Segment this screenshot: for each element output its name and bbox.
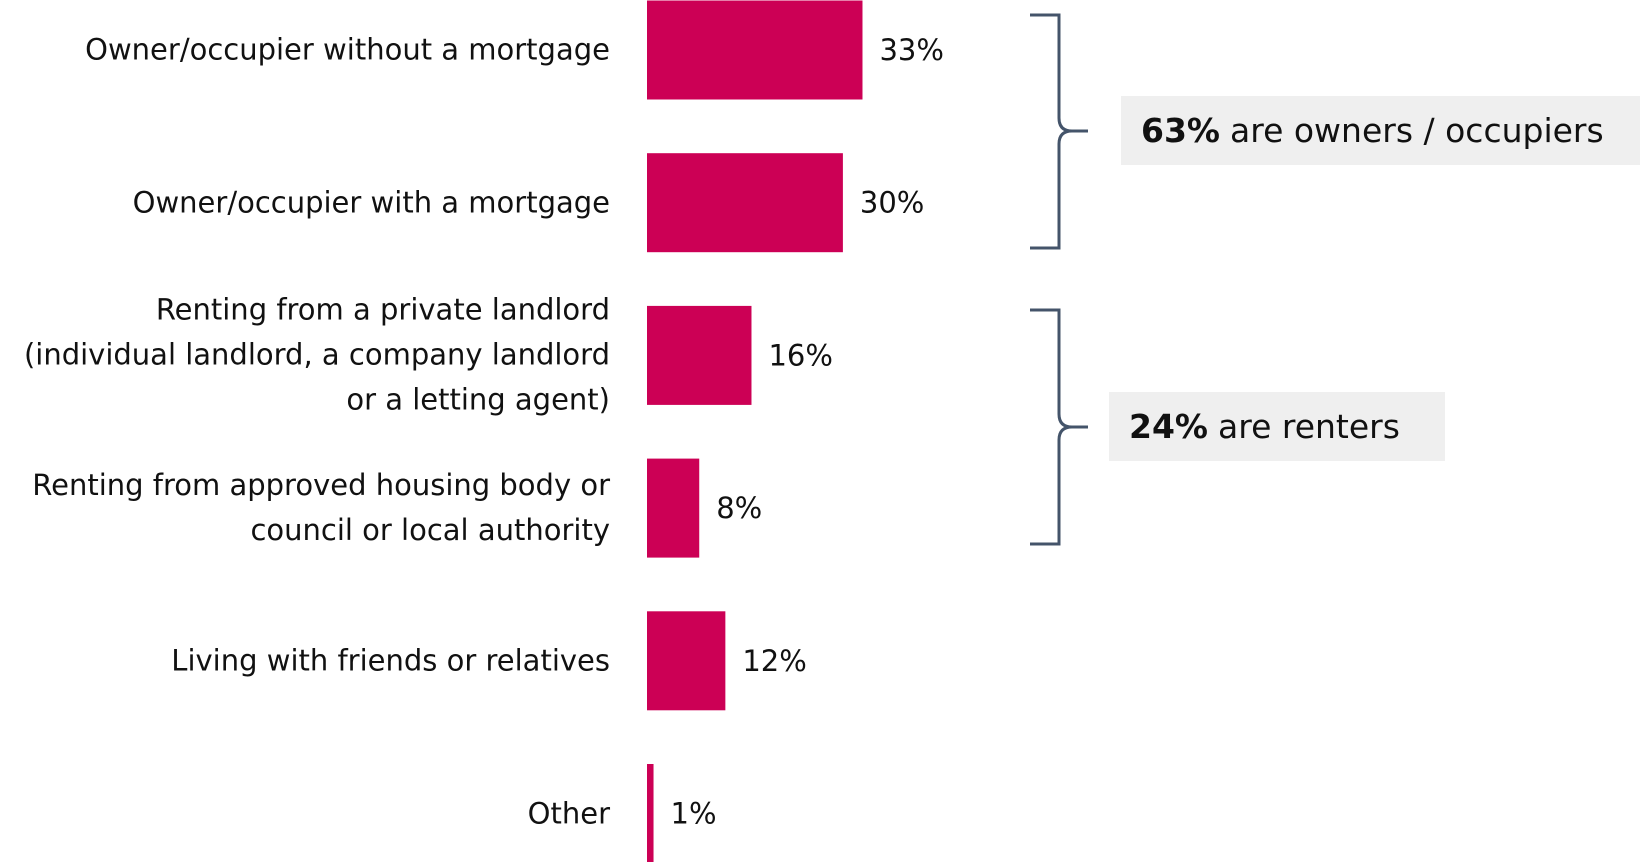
bracket xyxy=(1030,308,1088,546)
value-label: 16% xyxy=(768,338,832,372)
category-label: Renting from a private landlord (individ… xyxy=(23,292,610,417)
bar xyxy=(647,153,843,253)
category-label: Owner/occupier without a mortgage xyxy=(85,32,610,67)
value-label: 8% xyxy=(716,491,762,525)
bracket xyxy=(1030,13,1088,250)
category-label: Renting from approved housing body or co… xyxy=(32,468,610,548)
annotation: 24% are renters xyxy=(1109,392,1445,461)
annotation: 63% are owners / occupiers xyxy=(1121,96,1640,165)
annotation-bold: 63% xyxy=(1141,111,1220,150)
category-label: Other xyxy=(527,796,610,830)
bar xyxy=(647,305,752,405)
annotation-bold: 24% xyxy=(1129,407,1208,446)
value-label: 12% xyxy=(742,644,806,678)
value-label: 30% xyxy=(860,186,924,220)
bar xyxy=(647,764,654,862)
category-label: Owner/occupier with a mortgage xyxy=(132,185,610,220)
annotation-text: are renters xyxy=(1218,407,1400,446)
annotation-text: are owners / occupiers xyxy=(1230,111,1604,150)
bar xyxy=(647,611,726,711)
category-label: Living with friends or relatives xyxy=(171,643,610,678)
value-label: 1% xyxy=(671,797,717,831)
value-label: 33% xyxy=(879,33,943,67)
bar xyxy=(647,458,700,558)
bar xyxy=(647,0,863,100)
